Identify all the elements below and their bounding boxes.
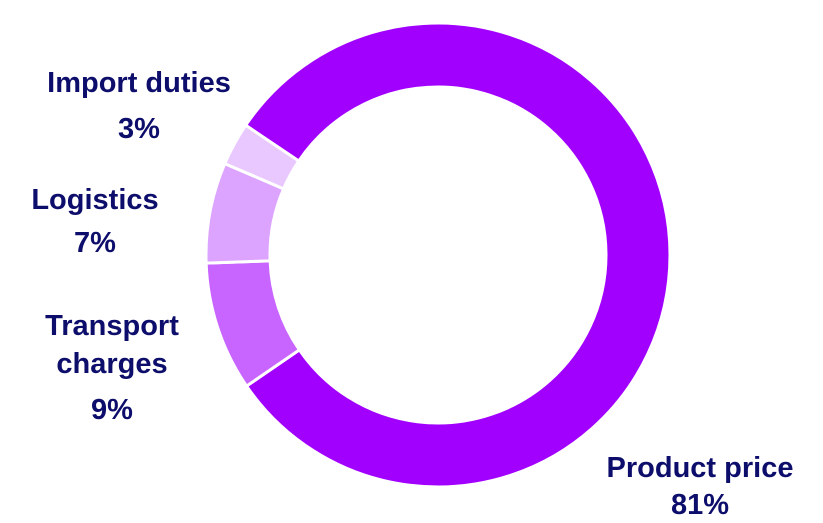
donut-labels: Product price 81% Transport charges 9% Logist…	[31, 67, 793, 521]
label-name-line: Import duties	[47, 67, 231, 99]
label-name-line: Product price	[607, 452, 794, 484]
label-percent: 9%	[91, 394, 133, 426]
label-percent: 81%	[671, 489, 729, 521]
label-percent: 3%	[118, 113, 160, 145]
label-product-price: Product price 81%	[607, 452, 794, 521]
label-name-line: charges	[56, 348, 167, 380]
slice-product-price	[244, 21, 672, 489]
label-import-duties: Import duties 3%	[47, 67, 231, 145]
label-name-line: Transport	[45, 310, 179, 342]
label-logistics: Logistics 7%	[31, 184, 158, 259]
donut-slices	[204, 21, 672, 489]
slice-import-duties	[223, 123, 301, 191]
label-percent: 7%	[74, 227, 116, 259]
label-name-line: Logistics	[31, 184, 158, 216]
label-transport-charges: Transport charges 9%	[45, 310, 179, 426]
